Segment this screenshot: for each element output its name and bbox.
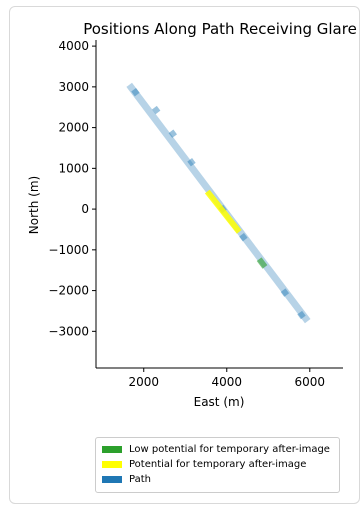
legend-item: Low potential for temporary after-image <box>102 442 333 457</box>
y-axis-label: North (m) <box>27 176 41 234</box>
y-tick-label: −3000 <box>48 324 89 338</box>
path-marker <box>131 87 140 97</box>
legend-label: Path <box>129 474 151 485</box>
legend-item: Potential for temporary after-image <box>102 457 333 472</box>
path-marker <box>187 158 196 167</box>
legend-swatch <box>102 461 122 468</box>
path-marker <box>151 105 161 115</box>
path-marker <box>297 310 306 320</box>
path-marker <box>239 233 248 242</box>
legend-swatch <box>102 446 122 453</box>
y-tick-label: −1000 <box>48 243 89 257</box>
low-potential-after-image-segment <box>256 257 268 269</box>
path-marker <box>168 129 177 138</box>
legend-swatch <box>102 476 122 483</box>
y-tick-label: 4000 <box>58 39 89 53</box>
y-tick-label: 0 <box>81 202 89 216</box>
chart-legend: Low potential for temporary after-image P… <box>95 437 340 493</box>
x-axis-label: East (m) <box>194 395 245 409</box>
x-tick-label: 4000 <box>211 375 242 389</box>
chart-card <box>9 6 360 504</box>
potential-after-image-segment <box>204 189 242 234</box>
legend-item: Path <box>102 472 333 487</box>
x-tick-label: 6000 <box>295 375 326 389</box>
path-marker <box>280 288 290 297</box>
y-tick-label: −2000 <box>48 284 89 298</box>
chart-title: Positions Along Path Receiving Glare <box>83 20 357 38</box>
y-tick-label: 1000 <box>58 161 89 175</box>
y-tick-label: 3000 <box>58 80 89 94</box>
y-tick-label: 2000 <box>58 121 89 135</box>
x-tick-label: 2000 <box>128 375 159 389</box>
legend-label: Low potential for temporary after-image <box>129 444 330 455</box>
legend-label: Potential for temporary after-image <box>129 459 307 470</box>
